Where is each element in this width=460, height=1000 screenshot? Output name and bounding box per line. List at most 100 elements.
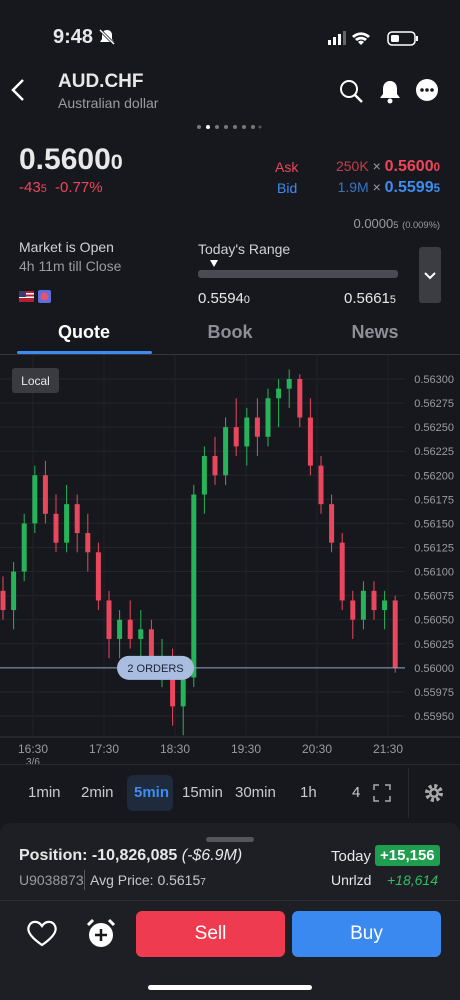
change-percent: -0.77%	[55, 179, 103, 196]
candle-body	[276, 388, 282, 399]
y-tick-label: 0.56025	[414, 639, 454, 651]
spread-value: 0.0000	[353, 216, 394, 231]
price: 0.5600	[19, 143, 111, 176]
alert-button[interactable]	[84, 917, 118, 951]
symbol: AUD.CHF	[58, 71, 144, 92]
candle-body	[360, 590, 366, 620]
bid-price: 0.5599	[384, 179, 434, 196]
candle-body	[180, 677, 186, 707]
candle-body	[350, 600, 356, 620]
tab[interactable]: Quote	[58, 322, 110, 342]
candle-body	[117, 619, 123, 639]
avg-price: Avg Price: 0.56157	[90, 872, 206, 888]
avg-small: 7	[200, 877, 206, 888]
change-small: 5	[40, 183, 47, 195]
position: Position: -10,826,085 (-$6.9M)	[19, 847, 242, 865]
change-value: -43	[19, 179, 41, 196]
unrlzd-label: Unrlzd	[331, 872, 372, 888]
candle-body	[32, 475, 38, 524]
expand-button[interactable]	[419, 247, 441, 303]
y-tick-label: 0.56250	[414, 422, 454, 434]
buy-button[interactable]: Buy	[292, 911, 441, 957]
tab[interactable]: News	[351, 322, 399, 342]
y-tick-label: 0.56125	[414, 542, 454, 554]
ask-price: 0.5600	[384, 158, 434, 175]
candle-body	[244, 417, 250, 447]
ask-price-small: 0	[433, 162, 440, 174]
candle-body	[95, 552, 101, 601]
high: 0.5661	[344, 290, 390, 307]
back-button[interactable]	[8, 78, 30, 102]
candle-body	[85, 533, 91, 553]
settings-icon[interactable]	[423, 782, 445, 804]
candle-body	[307, 417, 313, 466]
y-tick-label: 0.56275	[414, 398, 454, 410]
x-tick-label: 20:30	[302, 742, 332, 756]
change: -435 -0.77%	[19, 179, 103, 196]
timeframe[interactable]: 30min	[235, 784, 276, 801]
candle-body	[64, 504, 70, 543]
candle-body	[0, 590, 6, 611]
timeframe[interactable]: 1h	[300, 784, 317, 801]
candle-body	[191, 494, 197, 678]
candle-body	[53, 513, 59, 543]
timeframe[interactable]: 4	[352, 784, 361, 801]
candle-body	[138, 629, 144, 639]
timeframe[interactable]: 2min	[81, 784, 114, 801]
market-status: Market is Open	[19, 239, 114, 255]
timeframe[interactable]: 5min	[134, 784, 170, 801]
ask-times: ×	[372, 158, 381, 174]
watch-button[interactable]	[26, 918, 58, 948]
orders-label: 2 ORDERS	[127, 663, 183, 675]
divider	[408, 768, 409, 818]
candle-body	[265, 398, 271, 437]
y-tick-label: 0.56050	[414, 615, 454, 627]
candle-body	[223, 427, 229, 476]
date-label: 3/6	[26, 757, 40, 768]
timeframe[interactable]: 1min	[28, 784, 61, 801]
sell-button[interactable]: Sell	[136, 911, 285, 957]
y-tick-label: 0.56000	[414, 663, 454, 675]
range-low: 0.55940	[198, 290, 250, 307]
avg-value: 0.5615	[157, 872, 201, 888]
flags	[19, 290, 51, 303]
candle-body	[286, 379, 292, 389]
x-tick-label: 19:30	[231, 742, 261, 756]
candle-body	[127, 619, 133, 639]
symbol-name: Australian dollar	[58, 95, 159, 111]
range-label: Today's Range	[198, 241, 291, 257]
candle-body	[42, 475, 48, 514]
fullscreen-icon[interactable]	[373, 784, 391, 802]
ask-size: 250K	[335, 158, 369, 174]
today-pnl: +15,156	[375, 845, 440, 866]
range-high: 0.56615	[344, 290, 396, 307]
market-close: 4h 11m till Close	[19, 258, 122, 274]
grabber	[206, 837, 254, 842]
candle-body	[11, 571, 17, 611]
candle-body	[297, 379, 303, 418]
divider	[84, 870, 85, 890]
candle-body	[74, 504, 80, 534]
x-tick-label: 17:30	[89, 742, 119, 756]
y-tick-label: 0.56175	[414, 494, 454, 506]
today-label: Today	[331, 848, 372, 865]
header-actions[interactable]	[338, 78, 438, 104]
candle-body	[254, 417, 260, 437]
bid-price-small: 5	[433, 183, 440, 195]
candle-body	[371, 590, 377, 611]
low-small: 0	[243, 294, 250, 306]
y-tick-label: 0.55975	[414, 687, 454, 699]
divider	[0, 900, 460, 901]
timeframe[interactable]: 15min	[182, 784, 223, 801]
clock: 9:48	[53, 26, 94, 48]
y-tick-label: 0.56300	[414, 374, 454, 386]
bid-label: Bid	[277, 180, 298, 196]
candle-body	[339, 542, 345, 601]
bid-size: 1.9M	[337, 179, 369, 195]
candle-body	[201, 456, 207, 495]
candle-body	[382, 600, 388, 611]
x-tick-label: 16:30	[18, 742, 48, 756]
spread-small: 5	[393, 220, 399, 230]
tab[interactable]: Book	[207, 322, 253, 342]
divider	[0, 764, 460, 765]
